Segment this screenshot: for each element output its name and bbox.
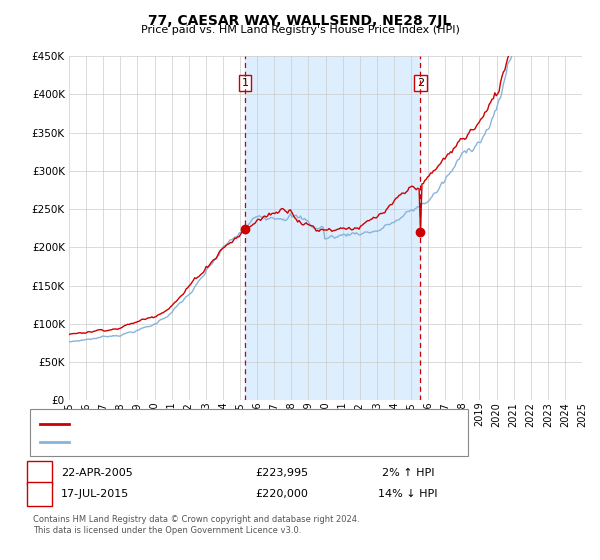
Text: This data is licensed under the Open Government Licence v3.0.: This data is licensed under the Open Gov… — [33, 526, 301, 535]
Text: 77, CAESAR WAY, WALLSEND, NE28 7JL: 77, CAESAR WAY, WALLSEND, NE28 7JL — [148, 14, 452, 28]
Text: HPI: Average price, detached house, North Tyneside: HPI: Average price, detached house, Nort… — [75, 437, 346, 447]
Text: £220,000: £220,000 — [256, 489, 308, 499]
Text: £223,995: £223,995 — [256, 468, 308, 478]
Text: 2: 2 — [36, 489, 43, 499]
Text: 2% ↑ HPI: 2% ↑ HPI — [382, 468, 434, 478]
Text: Price paid vs. HM Land Registry's House Price Index (HPI): Price paid vs. HM Land Registry's House … — [140, 25, 460, 35]
Text: 1: 1 — [36, 468, 43, 478]
Bar — [245, 56, 420, 400]
Text: 22-APR-2005: 22-APR-2005 — [61, 468, 133, 478]
Text: Contains HM Land Registry data © Crown copyright and database right 2024.: Contains HM Land Registry data © Crown c… — [33, 515, 359, 524]
Text: 1: 1 — [242, 78, 248, 88]
Text: 14% ↓ HPI: 14% ↓ HPI — [378, 489, 438, 499]
Text: 17-JUL-2015: 17-JUL-2015 — [61, 489, 130, 499]
Text: 2: 2 — [416, 78, 424, 88]
Text: 77, CAESAR WAY, WALLSEND, NE28 7JL (detached house): 77, CAESAR WAY, WALLSEND, NE28 7JL (deta… — [75, 419, 374, 429]
